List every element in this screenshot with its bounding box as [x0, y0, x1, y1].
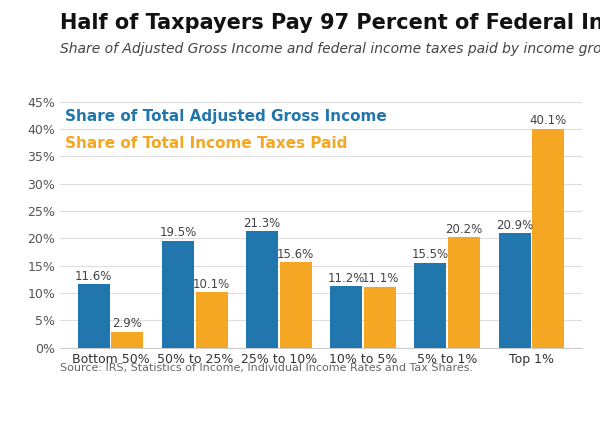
Bar: [246, 231, 278, 348]
Bar: [196, 293, 227, 348]
Text: @TaxFoundation: @TaxFoundation: [473, 399, 588, 413]
Bar: [162, 241, 194, 348]
Text: 10.1%: 10.1%: [193, 278, 230, 291]
Text: 11.6%: 11.6%: [75, 270, 112, 283]
Text: Share of Adjusted Gross Income and federal income taxes paid by income group in : Share of Adjusted Gross Income and feder…: [60, 42, 600, 56]
Bar: [448, 237, 480, 348]
Bar: [364, 287, 396, 348]
Text: 2.9%: 2.9%: [112, 317, 142, 330]
Text: 21.3%: 21.3%: [244, 217, 281, 230]
Bar: [112, 332, 143, 348]
Text: TAX FOUNDATION: TAX FOUNDATION: [12, 399, 151, 413]
Bar: [330, 287, 362, 348]
Text: 15.6%: 15.6%: [277, 248, 314, 261]
Bar: [280, 262, 312, 348]
Text: 40.1%: 40.1%: [530, 114, 567, 127]
Text: Half of Taxpayers Pay 97 Percent of Federal Income Taxes: Half of Taxpayers Pay 97 Percent of Fede…: [60, 13, 600, 33]
Bar: [77, 284, 110, 348]
Text: Source: IRS, Statistics of Income, Individual Income Rates and Tax Shares.: Source: IRS, Statistics of Income, Indiv…: [60, 363, 473, 373]
Text: Share of Total Adjusted Gross Income: Share of Total Adjusted Gross Income: [65, 109, 387, 124]
Text: 20.2%: 20.2%: [446, 223, 483, 236]
Text: 11.2%: 11.2%: [328, 272, 365, 285]
Text: 15.5%: 15.5%: [412, 248, 449, 261]
Text: 11.1%: 11.1%: [361, 272, 398, 285]
Text: Share of Total Income Taxes Paid: Share of Total Income Taxes Paid: [65, 136, 347, 151]
Text: 19.5%: 19.5%: [159, 226, 196, 240]
Bar: [415, 263, 446, 348]
Text: 20.9%: 20.9%: [496, 219, 533, 232]
Bar: [532, 128, 565, 348]
Bar: [499, 234, 530, 348]
